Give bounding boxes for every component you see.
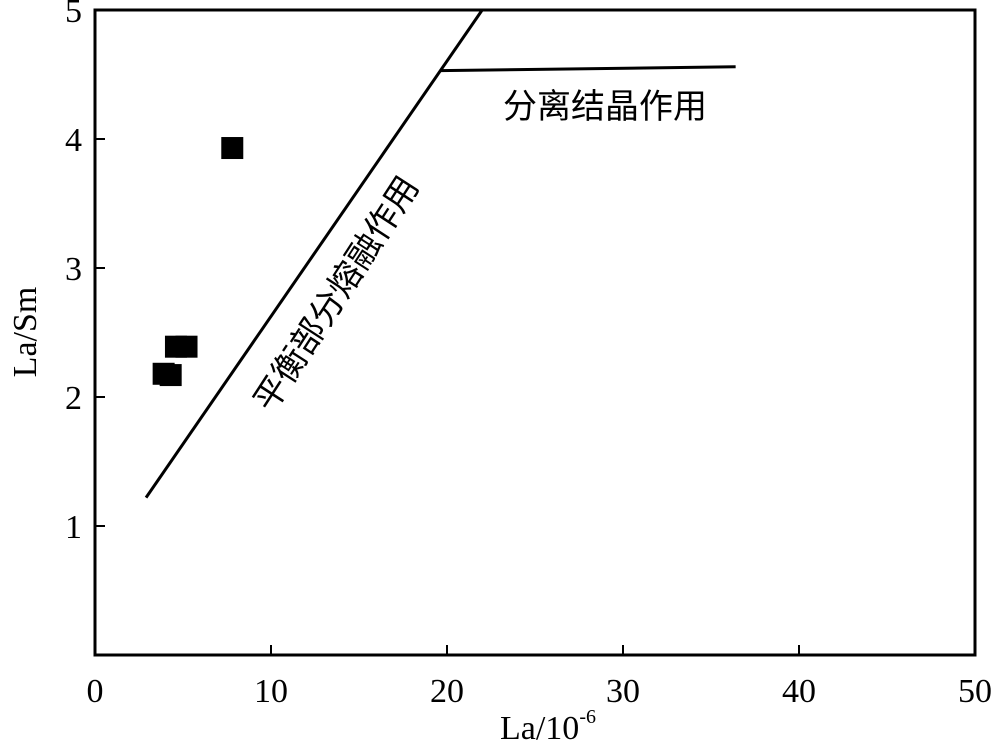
trend-line-1 — [439, 65, 736, 73]
y-tick-label-2: 3 — [65, 251, 82, 288]
x-tick-label-4: 40 — [782, 673, 816, 710]
data-point-3 — [175, 335, 198, 358]
y-tick-label-0: 1 — [65, 509, 82, 546]
x-axis-label: La/10-6 — [500, 706, 596, 743]
plot-frame — [93, 8, 977, 657]
x-tick-label-0: 0 — [87, 673, 104, 710]
x-tick-label-5: 50 — [958, 673, 992, 710]
data-point-1 — [159, 364, 182, 387]
x-tick-label-3: 30 — [606, 673, 640, 710]
y-tick-label-1: 2 — [65, 380, 82, 417]
y-tick-label-4: 5 — [65, 0, 82, 30]
axis-ticks: 0 10 20 30 40 50 1 2 3 4 5 — [65, 0, 992, 710]
x-tick-label-1: 10 — [254, 673, 288, 710]
trend-line-0 — [144, 9, 484, 499]
data-points — [152, 137, 244, 387]
data-point-4 — [221, 137, 244, 160]
x-axis-label-main: La/10 — [500, 710, 579, 743]
y-tick-label-3: 4 — [65, 122, 82, 159]
line-label-fractional-crystallization: 分离结晶作用 — [503, 88, 707, 126]
x-axis-label-superscript: -6 — [579, 706, 596, 728]
line-label-partial-melting: 平衡部分熔融作用 — [247, 170, 427, 419]
x-tick-label-2: 20 — [430, 673, 464, 710]
trend-lines — [144, 9, 736, 499]
y-axis-label: La/Sm — [7, 287, 44, 378]
